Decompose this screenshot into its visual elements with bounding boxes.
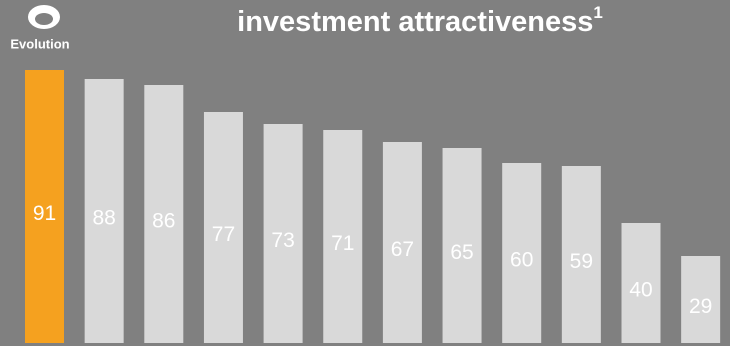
bar — [263, 124, 303, 343]
value-label: 86 — [152, 210, 175, 233]
value-label: 59 — [570, 250, 593, 273]
chart-title: investment attractiveness1 — [237, 3, 603, 37]
logo: Evolution — [10, 5, 70, 51]
bar — [442, 148, 482, 343]
value-label: 40 — [629, 279, 652, 302]
logo-text: Evolution — [10, 36, 69, 51]
bar — [25, 70, 64, 343]
value-label: 91 — [33, 202, 56, 225]
bar — [382, 142, 422, 343]
title-superscript: 1 — [593, 3, 602, 22]
value-label: 88 — [92, 207, 115, 230]
value-label: 77 — [212, 223, 235, 246]
value-label: 67 — [391, 238, 414, 261]
bar — [203, 112, 243, 343]
logo-icon-hole — [35, 13, 53, 25]
value-label: 71 — [331, 232, 354, 255]
value-label: 60 — [510, 249, 533, 272]
value-label: 65 — [450, 241, 473, 264]
bar — [561, 166, 601, 343]
value-label: 29 — [689, 295, 712, 318]
bar — [681, 256, 721, 343]
value-label: 73 — [271, 229, 294, 252]
bar — [323, 130, 363, 343]
bar — [144, 85, 184, 343]
bar — [621, 223, 661, 343]
bar — [84, 79, 124, 343]
bar — [502, 163, 542, 343]
title-text: investment attractiveness — [237, 6, 593, 38]
